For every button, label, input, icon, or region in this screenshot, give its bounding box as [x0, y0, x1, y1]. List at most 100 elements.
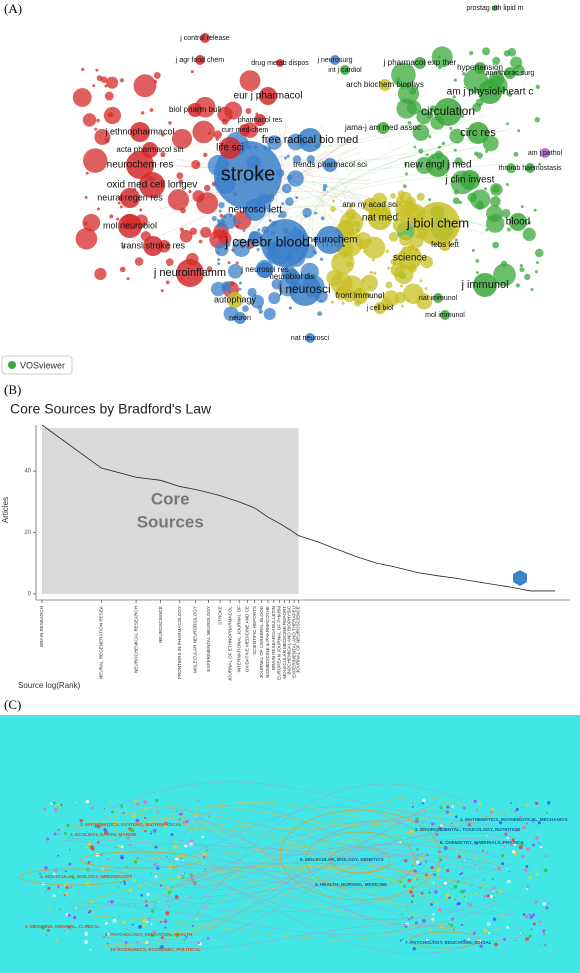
- map-label: 5. CHEMISTRY, MATERIALS, PHYSICS: [440, 840, 523, 845]
- map-dot: [430, 865, 434, 870]
- map-dot: [150, 831, 152, 833]
- map-dot: [57, 854, 60, 857]
- map-dot: [84, 931, 89, 936]
- node-bubble: [203, 184, 211, 192]
- map-dot: [180, 857, 182, 859]
- node-bubble: [168, 121, 172, 125]
- map-dot: [419, 843, 421, 845]
- node-label: drug metab dispos: [251, 60, 309, 67]
- node-label: autophagy: [214, 294, 257, 304]
- map-dot: [525, 803, 529, 807]
- node-bubble: [288, 306, 293, 310]
- map-dot: [65, 882, 68, 885]
- node-bubble: [179, 227, 185, 232]
- map-dot: [160, 936, 164, 940]
- map-dot: [119, 882, 122, 884]
- node-bubble: [400, 207, 404, 211]
- map-dot: [190, 896, 192, 898]
- node-bubble: [534, 116, 541, 123]
- node-bubble: [320, 216, 325, 221]
- node-bubble: [302, 207, 312, 218]
- node-bubble: [198, 239, 203, 244]
- node-label: j neurosci: [278, 282, 330, 296]
- node-label: pharmacol res: [238, 117, 283, 124]
- node-label: nat neurosci: [291, 335, 330, 342]
- node: [460, 170, 480, 190]
- map-dot: [415, 878, 418, 881]
- node: [254, 114, 266, 126]
- node-label: front immunol: [336, 291, 385, 300]
- map-dot: [140, 894, 143, 897]
- node-bubble: [412, 216, 417, 221]
- citation-link: [67, 870, 436, 911]
- citation-link: [191, 849, 528, 903]
- node-bubble: [368, 285, 372, 289]
- map-dot: [136, 940, 140, 944]
- node-bubble: [214, 242, 229, 257]
- node-bubble: [452, 95, 456, 99]
- node-bubble: [217, 262, 221, 266]
- map-dot: [439, 841, 442, 844]
- map-dot: [497, 928, 500, 930]
- node-bubble: [524, 273, 531, 281]
- node: [492, 5, 498, 11]
- node-bubble: [200, 226, 212, 238]
- y-tick-label: 0: [28, 592, 32, 598]
- map-dot: [122, 811, 125, 814]
- citation-link: [78, 902, 500, 935]
- node-bubble: [100, 76, 108, 84]
- map-dot: [545, 855, 547, 857]
- node-bubble: [369, 270, 373, 275]
- map-dot: [421, 801, 425, 805]
- map-dot: [433, 873, 437, 876]
- map-dot: [72, 876, 75, 880]
- node-bubble: [314, 211, 318, 215]
- map-dot: [121, 920, 126, 925]
- map-dot: [88, 909, 92, 913]
- logo-icon: [8, 361, 16, 369]
- node-bubble: [218, 201, 225, 209]
- map-dot: [468, 864, 470, 867]
- map-dot: [128, 888, 133, 893]
- node: [540, 148, 550, 158]
- map-dot: [119, 915, 121, 917]
- link: [297, 187, 352, 219]
- node-label: trends pharmacol sci: [293, 160, 367, 169]
- node-label: circ res: [460, 127, 496, 139]
- node: [234, 312, 246, 324]
- map-dot: [174, 840, 176, 842]
- map-dot: [463, 889, 466, 892]
- citation-link: [198, 851, 428, 884]
- x-tick-label: JOURNAL OF ETHNOPHARMACOL: [227, 606, 232, 682]
- node-bubble: [279, 210, 287, 219]
- map-dot: [411, 864, 413, 867]
- map-dot: [399, 880, 402, 884]
- node-bubble: [330, 300, 335, 304]
- map-dot: [173, 845, 178, 849]
- node-bubble: [453, 78, 457, 82]
- map-dot: [126, 836, 130, 840]
- node-bubble: [535, 84, 541, 90]
- map-dot: [195, 852, 197, 854]
- node: [227, 292, 243, 308]
- node-bubble: [404, 172, 408, 176]
- node-bubble: [485, 228, 489, 232]
- overlay-ellipse: [409, 931, 481, 949]
- map-dot: [183, 872, 186, 874]
- map-dot: [514, 939, 517, 942]
- node-bubble: [441, 141, 446, 146]
- map-dot: [59, 891, 61, 894]
- map-dot: [53, 808, 58, 812]
- logo-text: VOSviewer: [20, 360, 65, 370]
- node-bubble: [385, 281, 393, 289]
- map-dot: [119, 835, 121, 838]
- node-bubble: [356, 228, 360, 233]
- node-label: blood: [506, 217, 530, 228]
- node-bubble: [399, 284, 403, 288]
- node-label: j pharmacol exp ther: [383, 58, 457, 67]
- chart-title: Core Sources by Bradford's Law: [10, 401, 212, 417]
- map-dot: [178, 813, 179, 815]
- map-label: 8. MOLECULAR, BIOLOGY, GENETICS: [300, 857, 384, 862]
- node: [244, 199, 266, 221]
- map-dot: [87, 831, 88, 833]
